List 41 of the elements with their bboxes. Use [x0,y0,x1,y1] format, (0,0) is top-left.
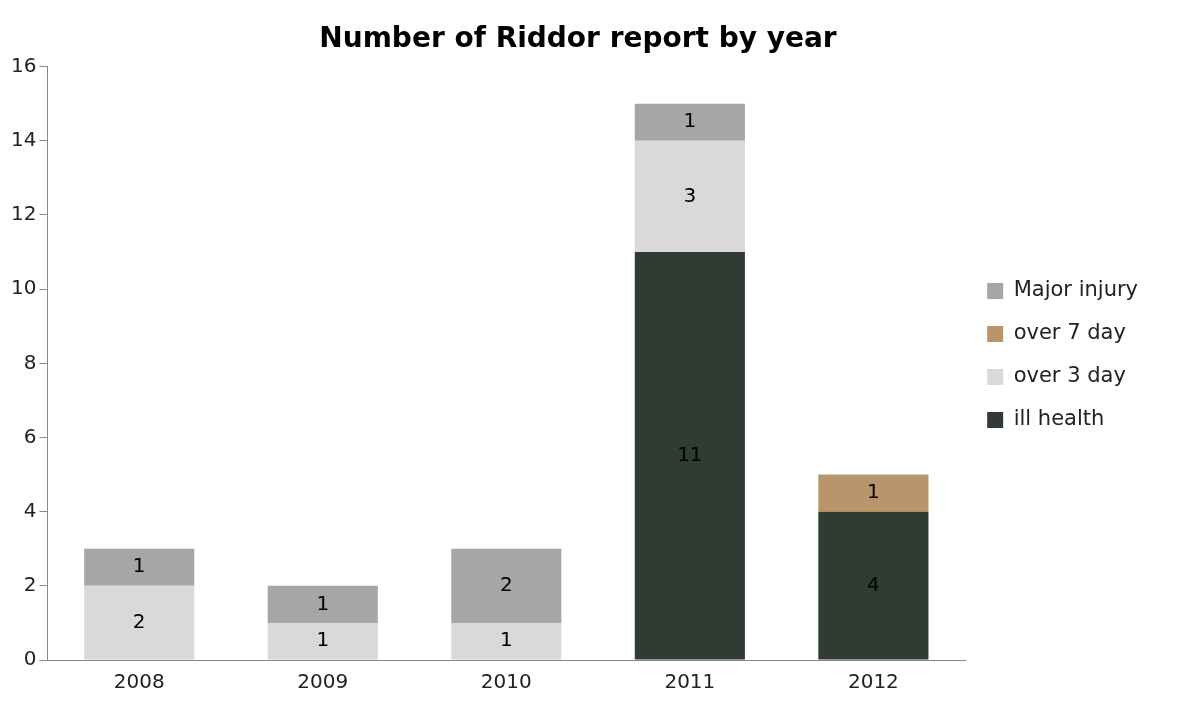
data-label: 1 [316,627,330,652]
y-tick-label: 12 [11,201,37,226]
data-label: 1 [132,553,146,578]
data-label: 2 [499,572,513,597]
bar [634,252,745,660]
data-label: 1 [499,627,513,652]
legend-label: Major injury [1013,277,1139,302]
x-tick-label: 2009 [297,669,349,694]
bar [84,585,195,660]
x-tick-label: 2011 [664,669,716,694]
data-label: 11 [677,441,703,466]
bar [634,103,745,141]
bar [84,548,195,586]
y-tick-label: 6 [23,423,37,448]
legend-label: over 3 day [1013,363,1126,388]
x-tick-label: 2012 [847,669,899,694]
bar [451,548,562,623]
bar [818,474,929,512]
y-tick-label: 4 [23,497,37,522]
chart-title: Number of Riddor report by year [319,21,837,55]
data-label: 1 [867,479,880,504]
data-label: 1 [316,590,330,615]
x-tick-label: 2010 [480,669,532,694]
y-tick-label: 0 [23,646,37,671]
y-tick-label: 16 [11,52,37,77]
y-tick-label: 10 [11,275,37,300]
legend-label: ill health [1013,406,1105,431]
bar [267,585,378,623]
bar [451,622,562,660]
data-label: 4 [867,571,880,596]
legend-label: over 7 day [1013,320,1126,345]
y-tick-label: 8 [23,349,37,374]
bar [818,511,929,660]
y-tick-label: 14 [11,126,37,151]
bar [634,140,745,253]
bar [267,622,378,660]
y-tick-label: 2 [23,572,37,597]
x-tick-label: 2008 [113,669,165,694]
data-label: 3 [683,182,697,207]
data-label: 1 [683,108,697,133]
data-label: 2 [132,608,146,633]
